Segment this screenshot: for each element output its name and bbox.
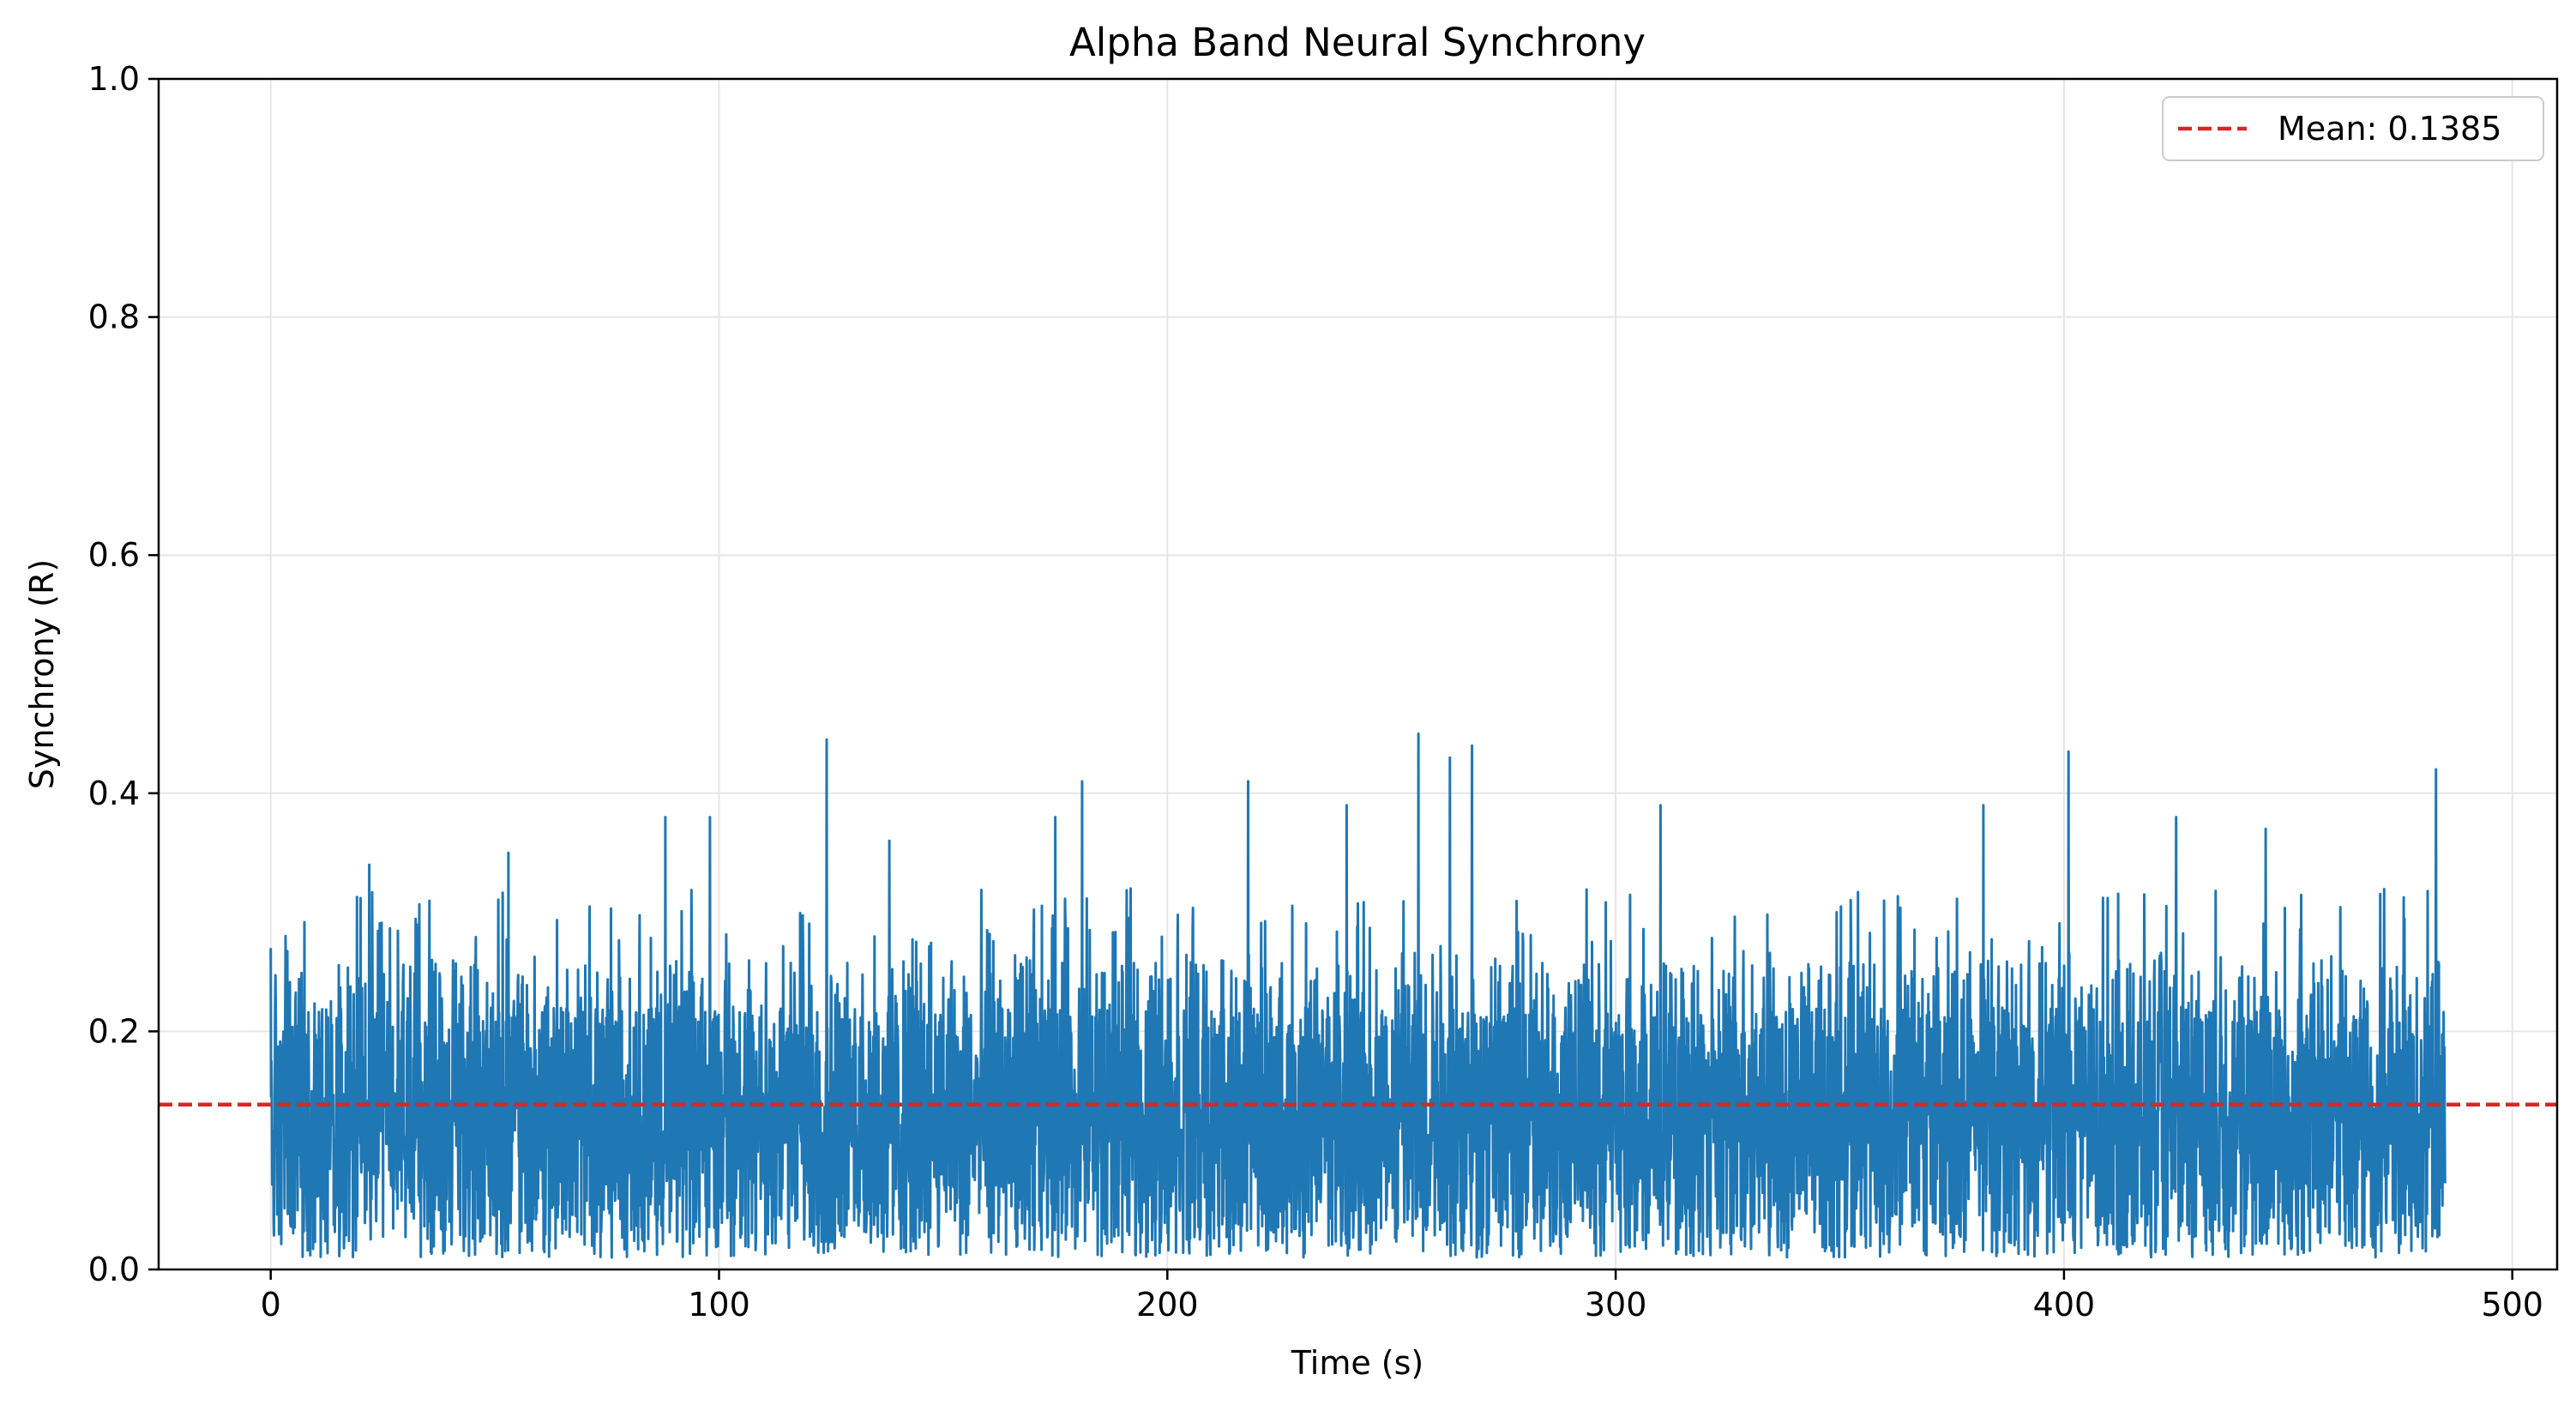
x-tick-label: 200	[1136, 1286, 1199, 1324]
x-axis-label: Time (s)	[1291, 1344, 1424, 1382]
x-tick-label: 300	[1585, 1286, 1647, 1324]
y-axis: 0.0 0.2 0.4 0.6 0.8 1.0	[88, 60, 159, 1288]
y-tick-label: 0.8	[88, 298, 140, 336]
synchrony-series-line	[269, 732, 2447, 1259]
series-layer	[269, 732, 2447, 1259]
legend: Mean: 0.1385	[2162, 96, 2544, 161]
x-tick-label: 500	[2481, 1286, 2543, 1324]
x-tick-label: 0	[261, 1286, 281, 1324]
x-tick-label: 400	[2033, 1286, 2096, 1324]
x-tick-label: 100	[688, 1286, 750, 1324]
legend-mean-label: Mean: 0.1385	[2278, 110, 2501, 148]
y-tick-label: 0.4	[88, 775, 140, 812]
chart-title: Alpha Band Neural Synchrony	[1069, 20, 1646, 65]
plot-frame	[157, 77, 2559, 1271]
y-tick-label: 0.0	[88, 1251, 140, 1288]
x-axis: 0 100 200 300 400 500	[261, 1269, 2543, 1324]
legend-box	[2162, 96, 2544, 161]
y-tick-label: 1.0	[88, 60, 140, 98]
y-axis-label: Synchrony (R)	[23, 559, 61, 789]
y-tick-label: 0.6	[88, 536, 140, 574]
y-tick-label: 0.2	[88, 1012, 140, 1050]
